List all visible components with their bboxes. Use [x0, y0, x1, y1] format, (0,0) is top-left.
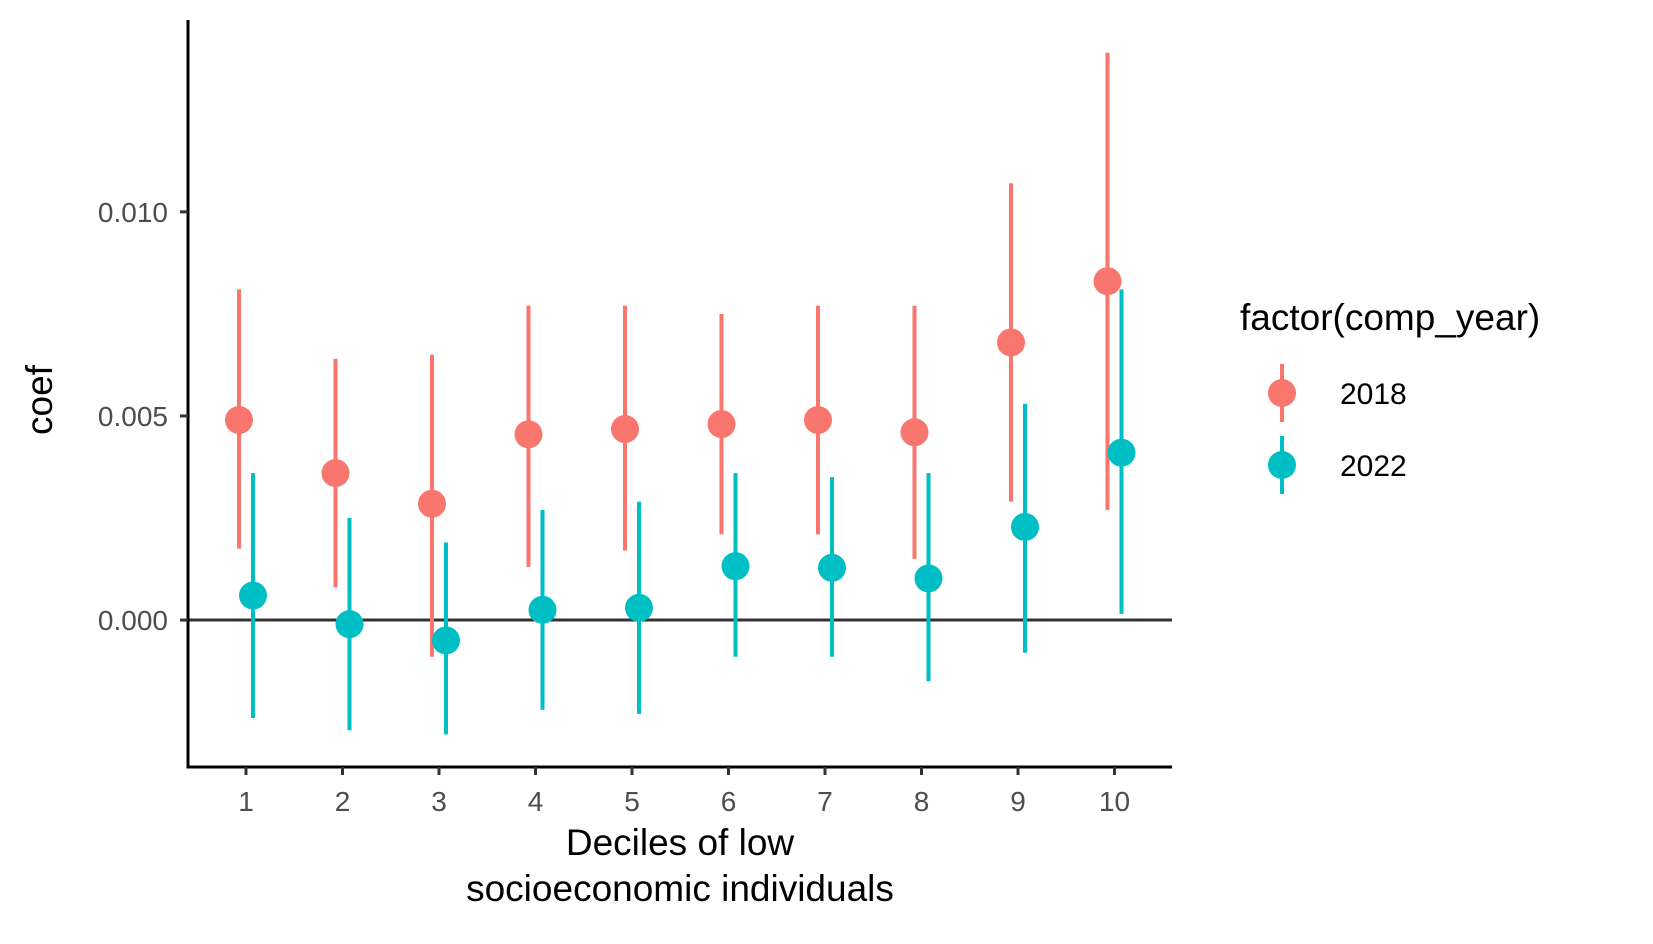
legend: factor(comp_year) 2018 2022 [1240, 297, 1540, 494]
y-axis-ticks: 0.000 0.005 0.010 [98, 197, 188, 636]
x-tick-label: 10 [1099, 786, 1130, 817]
x-axis-title-line-2: socioeconomic individuals [466, 868, 894, 909]
series-2018 [225, 52, 1122, 657]
y-tick-label: 0.005 [98, 401, 168, 432]
data-point [1107, 438, 1136, 467]
x-tick-label: 7 [817, 786, 833, 817]
data-point [432, 626, 460, 655]
y-axis-title: coef [19, 364, 60, 435]
series-2022 [239, 289, 1136, 735]
x-tick-label: 1 [238, 786, 254, 817]
series-layer [225, 52, 1136, 735]
data-point [914, 564, 943, 593]
data-point [611, 415, 639, 444]
data-point [625, 593, 653, 622]
x-tick-label: 8 [914, 786, 930, 817]
x-tick-label: 3 [431, 786, 447, 817]
x-tick-label: 2 [335, 786, 351, 817]
y-tick-label: 0.000 [98, 605, 168, 636]
data-point [721, 552, 750, 581]
legend-item-2022: 2022 [1268, 436, 1407, 494]
data-point [335, 610, 364, 639]
data-point [997, 328, 1025, 357]
x-axis-title-line-1: Deciles of low [566, 822, 795, 863]
data-point [1093, 267, 1122, 296]
legend-title: factor(comp_year) [1240, 297, 1540, 338]
legend-items: 2018 2022 [1268, 364, 1407, 494]
legend-key-point [1268, 379, 1296, 407]
data-point [514, 420, 543, 449]
x-tick-label: 6 [721, 786, 737, 817]
data-point [1011, 512, 1039, 541]
axes-layer [186, 20, 1172, 769]
data-point [418, 489, 446, 518]
data-point [900, 418, 929, 447]
x-tick-label: 4 [528, 786, 544, 817]
data-point [818, 553, 846, 582]
data-point [804, 406, 832, 435]
y-tick-label: 0.010 [98, 197, 168, 228]
data-point [239, 581, 267, 610]
data-point [528, 595, 557, 624]
x-tick-label: 9 [1010, 786, 1026, 817]
legend-item-2018: 2018 [1268, 364, 1407, 422]
data-point [321, 459, 350, 488]
x-tick-label: 5 [624, 786, 640, 817]
data-point [707, 410, 736, 439]
data-point [225, 406, 253, 435]
legend-label: 2018 [1340, 378, 1407, 411]
x-axis-ticks: 1 2 3 4 5 6 7 8 9 10 [238, 767, 1130, 817]
legend-key-point [1268, 451, 1296, 479]
legend-label: 2022 [1340, 450, 1407, 483]
